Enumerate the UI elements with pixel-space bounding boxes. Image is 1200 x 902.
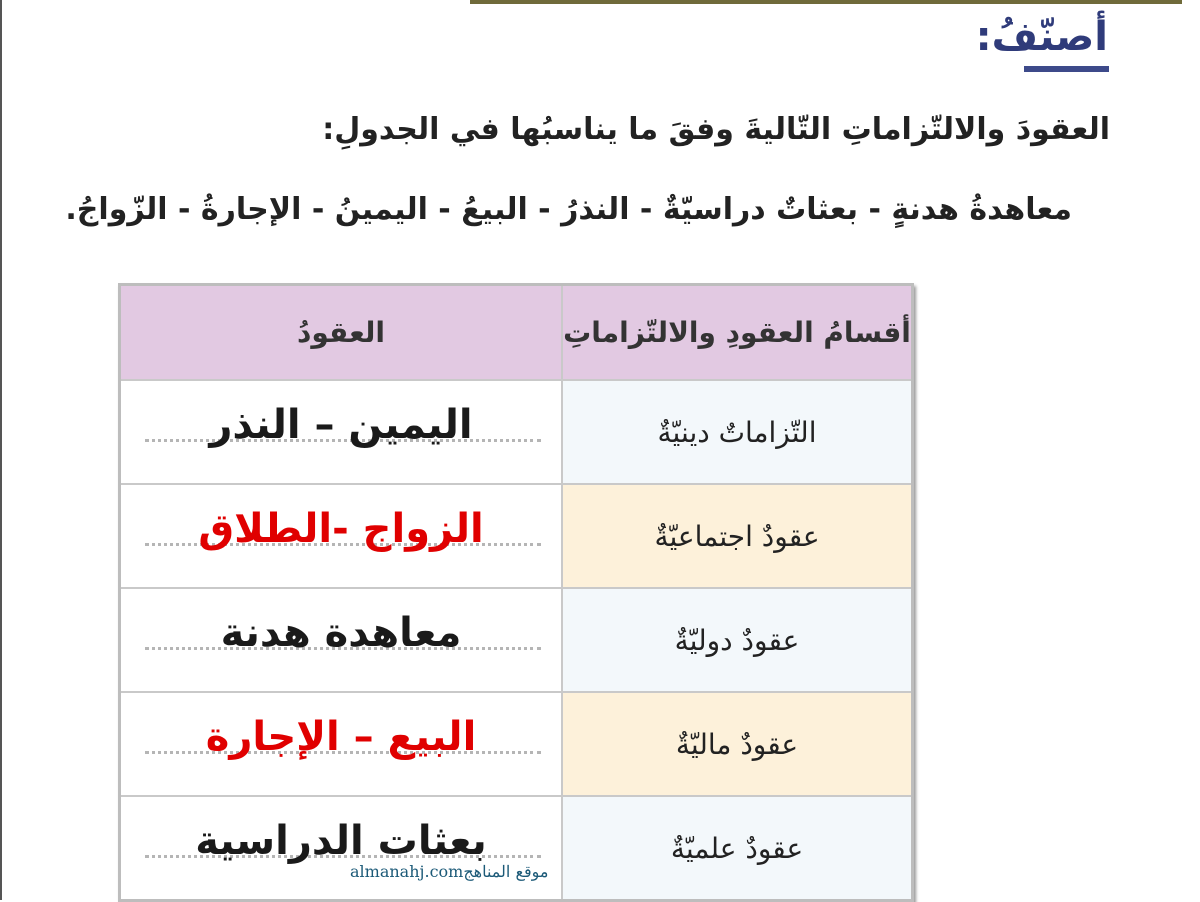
table-row: عقودٌ اجتماعيّةٌ الزواج -الطلاق xyxy=(121,483,911,587)
category-cell: عقودٌ اجتماعيّةٌ xyxy=(561,485,911,587)
answer-text: البيع – الإجارة xyxy=(205,714,477,760)
answer-cell[interactable]: معاهدة هدنة xyxy=(121,589,561,691)
top-border xyxy=(470,0,1182,4)
answer-text: بعثات الدراسية xyxy=(195,818,487,864)
table-row: عقودٌ دوليّةٌ معاهدة هدنة xyxy=(121,587,911,691)
dotted-answer-line xyxy=(145,647,541,650)
category-cell: عقودٌ ماليّةٌ xyxy=(561,693,911,795)
table-row: التّزاماتٌ دينيّةٌ اليمين – النذر xyxy=(121,379,911,483)
answer-text: اليمين – النذر xyxy=(209,402,473,448)
table-header-row: أقسامُ العقودِ والالتّزاماتِ العقودُ xyxy=(121,286,911,379)
exercise-title: أصنّفُ: xyxy=(975,14,1108,60)
table-row: عقودٌ علميّةٌ بعثات الدراسية xyxy=(121,795,911,899)
word-bank: معاهدةُ هدنةٍ - بعثاتٌ دراسيّةٌ - النذرُ… xyxy=(65,192,1072,227)
instruction-text: العقودَ والالتّزاماتِ التّاليةَ وفقَ ما … xyxy=(322,112,1110,147)
dotted-answer-line xyxy=(145,855,541,858)
header-category: أقسامُ العقودِ والالتّزاماتِ xyxy=(561,286,911,379)
answer-cell[interactable]: بعثات الدراسية xyxy=(121,797,561,899)
answer-cell[interactable]: البيع – الإجارة xyxy=(121,693,561,795)
left-border xyxy=(0,0,2,900)
category-cell: عقودٌ علميّةٌ xyxy=(561,797,911,899)
classification-table: أقسامُ العقودِ والالتّزاماتِ العقودُ الت… xyxy=(118,283,914,902)
category-cell: عقودٌ دوليّةٌ xyxy=(561,589,911,691)
answer-cell[interactable]: الزواج -الطلاق xyxy=(121,485,561,587)
answer-text: الزواج -الطلاق xyxy=(198,506,484,552)
dotted-answer-line xyxy=(145,751,541,754)
dotted-answer-line xyxy=(145,543,541,546)
answer-cell[interactable]: اليمين – النذر xyxy=(121,381,561,483)
answer-text: معاهدة هدنة xyxy=(220,610,462,656)
watermark: almanahj.comموقع المناهج xyxy=(350,862,549,881)
category-cell: التّزاماتٌ دينيّةٌ xyxy=(561,381,911,483)
dotted-answer-line xyxy=(145,439,541,442)
title-underline xyxy=(1024,66,1109,72)
header-contracts: العقودُ xyxy=(121,286,561,379)
table-row: عقودٌ ماليّةٌ البيع – الإجارة xyxy=(121,691,911,795)
